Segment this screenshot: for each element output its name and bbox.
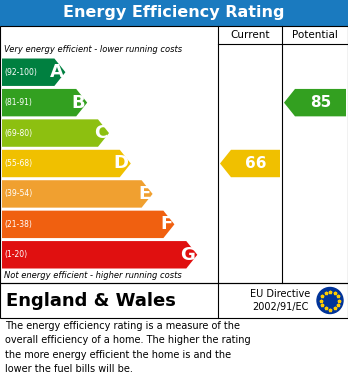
- Bar: [0, 0, 348, 26]
- Bar: [0, 26, 348, 283]
- Text: C: C: [94, 124, 107, 142]
- Text: Very energy efficient - lower running costs: Very energy efficient - lower running co…: [4, 45, 182, 54]
- Polygon shape: [2, 180, 153, 208]
- Polygon shape: [284, 89, 346, 117]
- Text: F: F: [160, 215, 172, 233]
- Polygon shape: [2, 119, 109, 147]
- Text: (21-38): (21-38): [4, 220, 32, 229]
- Text: (1-20): (1-20): [4, 250, 27, 259]
- Text: G: G: [180, 246, 195, 264]
- Text: The energy efficiency rating is a measure of the
overall efficiency of a home. T: The energy efficiency rating is a measur…: [5, 321, 251, 374]
- Text: England & Wales: England & Wales: [6, 292, 176, 310]
- Polygon shape: [220, 150, 280, 177]
- Text: (39-54): (39-54): [4, 189, 32, 198]
- Polygon shape: [2, 150, 131, 177]
- Text: (81-91): (81-91): [4, 98, 32, 107]
- Polygon shape: [2, 89, 87, 117]
- Text: (55-68): (55-68): [4, 159, 32, 168]
- Text: 66: 66: [245, 156, 266, 171]
- Text: Potential: Potential: [292, 30, 338, 40]
- Text: EU Directive
2002/91/EC: EU Directive 2002/91/EC: [251, 289, 311, 312]
- Text: Energy Efficiency Rating: Energy Efficiency Rating: [63, 5, 285, 20]
- Bar: [0, 283, 348, 318]
- Text: A: A: [49, 63, 63, 81]
- Polygon shape: [2, 211, 174, 238]
- Text: Current: Current: [230, 30, 270, 40]
- Polygon shape: [2, 59, 65, 86]
- Polygon shape: [2, 241, 197, 269]
- Text: Not energy efficient - higher running costs: Not energy efficient - higher running co…: [4, 271, 182, 280]
- Text: (69-80): (69-80): [4, 129, 32, 138]
- Circle shape: [317, 287, 343, 314]
- Text: E: E: [139, 185, 151, 203]
- Text: 85: 85: [310, 95, 331, 110]
- Text: D: D: [114, 154, 129, 172]
- Text: B: B: [72, 93, 85, 112]
- Text: (92-100): (92-100): [4, 68, 37, 77]
